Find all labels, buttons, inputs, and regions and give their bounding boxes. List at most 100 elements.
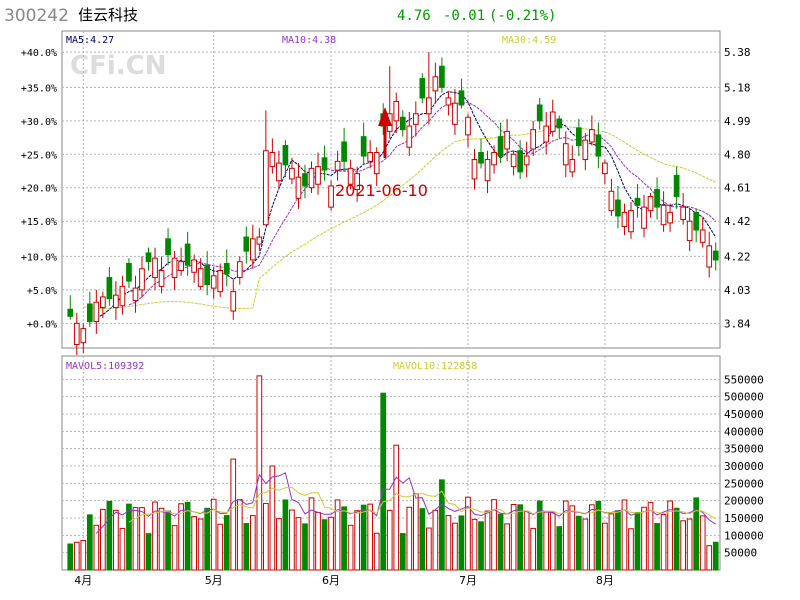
volume-tick-label: 200000 — [724, 495, 764, 508]
candle-body — [602, 162, 608, 175]
left-tick-label: +5.0% — [27, 286, 57, 297]
candle-body — [510, 153, 517, 168]
volume-bar — [204, 507, 211, 571]
candle-body — [249, 238, 256, 261]
candle-body — [706, 245, 713, 268]
candle — [602, 159, 608, 185]
candle-body — [628, 210, 634, 233]
volume-bar — [399, 533, 406, 571]
candle — [276, 150, 282, 190]
candle — [119, 275, 126, 315]
candle-body — [458, 90, 465, 106]
volume-bar — [660, 514, 667, 571]
candle — [269, 138, 276, 174]
candle-body — [282, 144, 289, 166]
mavol10-line — [128, 486, 716, 523]
volume-bar — [367, 503, 374, 571]
date-annotation: 2021-06-10 — [335, 107, 428, 200]
volume-bar — [406, 506, 413, 571]
candle — [360, 122, 367, 165]
volume-bar — [491, 499, 497, 571]
volume-bar — [680, 520, 686, 571]
candle — [171, 251, 178, 290]
candle-body — [230, 291, 237, 312]
candle-body — [321, 157, 328, 171]
candle — [595, 122, 602, 169]
month-label: 8月 — [596, 574, 614, 587]
right-tick-label: 3.84 — [724, 317, 751, 330]
volume-bar — [373, 532, 380, 571]
candle-body — [373, 152, 380, 175]
volume-bar — [171, 525, 178, 571]
candle-body — [667, 211, 673, 224]
candle-body — [549, 111, 556, 132]
volume-tick-label: 100000 — [724, 529, 764, 542]
candles — [67, 52, 719, 356]
volume-bars — [67, 375, 719, 571]
candle-body — [295, 176, 302, 199]
candle-body — [269, 152, 276, 168]
volume-bar — [510, 503, 517, 571]
candle-body — [712, 250, 719, 261]
volume-bar — [100, 508, 106, 571]
candle-body — [315, 166, 321, 185]
candle — [210, 266, 217, 299]
volume-bar — [569, 505, 576, 571]
volume-bar — [595, 500, 602, 571]
candle — [230, 279, 237, 320]
volume-tick-label: 50000 — [724, 547, 757, 560]
right-tick-label: 4.99 — [724, 115, 751, 128]
volume-bar — [341, 506, 347, 571]
candle — [204, 251, 211, 296]
candle — [347, 159, 354, 190]
candle-body — [497, 136, 504, 157]
volume-bar — [328, 516, 334, 571]
volume-bar — [178, 503, 184, 571]
month-label: 7月 — [459, 574, 477, 587]
candle — [471, 148, 478, 190]
volume-bar — [256, 375, 263, 571]
stock-name: 佳云科技 — [78, 6, 138, 24]
candle — [562, 131, 569, 178]
candle — [452, 89, 458, 135]
candle — [263, 110, 269, 226]
candle — [478, 138, 484, 169]
candle-body — [647, 196, 654, 212]
volume-tick-label: 550000 — [724, 373, 764, 386]
volume-bar — [334, 499, 341, 571]
volume-bar — [119, 527, 126, 571]
candle — [197, 258, 204, 290]
volume-bar — [615, 510, 621, 571]
candle — [106, 266, 113, 306]
volume-bar — [282, 499, 289, 571]
volume-bar — [412, 493, 419, 571]
candle — [289, 157, 295, 185]
candle — [621, 203, 628, 236]
ma10-line — [128, 101, 717, 306]
candle-body — [67, 308, 74, 317]
candle — [152, 247, 158, 290]
volume-bar — [712, 541, 719, 571]
candle — [341, 127, 347, 172]
volume-bar — [152, 501, 158, 571]
candle-body — [73, 322, 80, 345]
candle — [660, 191, 667, 232]
candle — [236, 256, 243, 285]
volume-bar — [249, 515, 256, 571]
candle-body — [517, 150, 523, 173]
candle-body — [432, 76, 439, 92]
candle — [67, 295, 74, 320]
grid — [62, 31, 720, 570]
stock-code: 300242 — [4, 6, 69, 26]
candle-body — [465, 116, 471, 136]
volume-bar — [302, 523, 308, 571]
candle-body — [197, 268, 204, 287]
volume-bar — [269, 465, 276, 571]
left-tick-label: +10.0% — [21, 252, 57, 263]
candle — [113, 281, 119, 320]
candle — [86, 291, 93, 327]
volume-bar — [439, 479, 445, 571]
candle — [445, 90, 452, 116]
candle-body — [673, 174, 680, 198]
watermark: CFi.CN — [70, 51, 166, 81]
